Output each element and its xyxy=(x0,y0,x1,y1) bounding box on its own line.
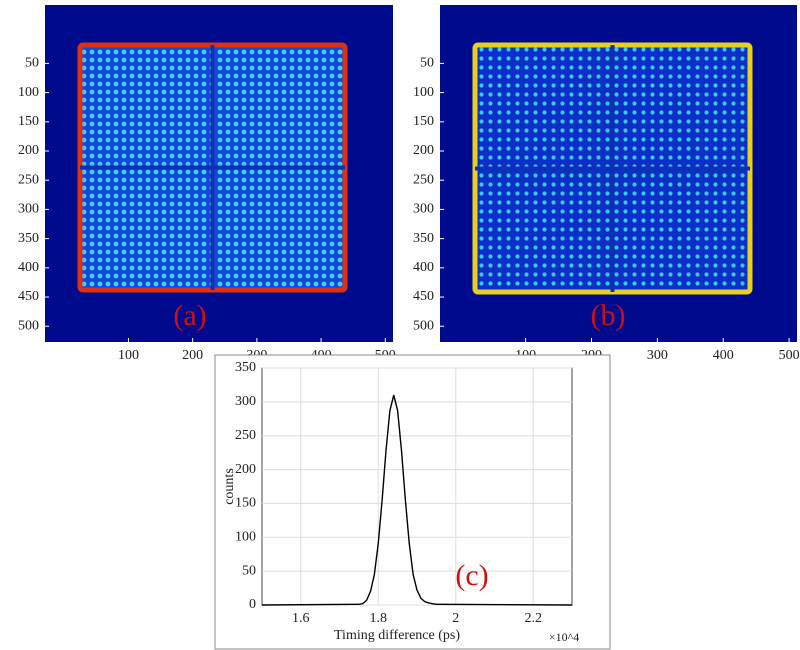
x-tick-label: 400 xyxy=(713,348,734,363)
y-tick-label: 300 xyxy=(235,394,256,409)
y-tick-label: 200 xyxy=(413,143,434,158)
y-tick-label: 100 xyxy=(18,85,39,100)
y-tick-label: 50 xyxy=(420,56,434,71)
y-tick-label: 350 xyxy=(413,231,434,246)
panel-label: (a) xyxy=(173,299,206,332)
y-tick-label: 300 xyxy=(413,202,434,217)
x-tick-label: 500 xyxy=(779,348,800,363)
y-tick-label: 350 xyxy=(18,231,39,246)
x-tick-label: 2.2 xyxy=(525,611,543,626)
panel-label: (c) xyxy=(455,559,488,592)
y-tick-label: 50 xyxy=(242,563,256,578)
y-tick-label: 300 xyxy=(18,202,39,217)
y-axis-label: counts xyxy=(222,468,237,505)
y-tick-label: 50 xyxy=(25,56,39,71)
x-tick-label: 300 xyxy=(647,348,668,363)
y-tick-label: 400 xyxy=(413,260,434,275)
y-tick-label: 250 xyxy=(235,428,256,443)
y-tick-label: 100 xyxy=(413,85,434,100)
x-tick-label: 1.8 xyxy=(370,611,388,626)
x-tick-label: 1.6 xyxy=(292,611,310,626)
x-multiplier: ×10^4 xyxy=(549,630,579,644)
x-tick-label: 200 xyxy=(182,348,203,363)
y-tick-label: 500 xyxy=(18,318,39,333)
plot-area xyxy=(261,367,573,606)
y-tick-label: 500 xyxy=(413,318,434,333)
x-axis-label: Timing difference (ps) xyxy=(334,628,460,643)
y-tick-label: 400 xyxy=(18,260,39,275)
y-tick-label: 450 xyxy=(413,289,434,304)
y-tick-label: 0 xyxy=(249,597,256,612)
y-tick-label: 150 xyxy=(18,114,39,129)
y-tick-label: 150 xyxy=(413,114,434,129)
y-tick-label: 250 xyxy=(413,172,434,187)
x-tick-label: 100 xyxy=(118,348,139,363)
y-tick-label: 450 xyxy=(18,289,39,304)
y-tick-label: 150 xyxy=(235,496,256,511)
panel-label: (b) xyxy=(591,299,626,332)
y-tick-label: 100 xyxy=(235,530,256,545)
y-tick-label: 250 xyxy=(18,172,39,187)
y-tick-label: 200 xyxy=(18,143,39,158)
histogram-line xyxy=(261,394,573,606)
y-tick-label: 350 xyxy=(235,360,256,375)
y-tick-label: 200 xyxy=(235,462,256,477)
x-tick-label: 2 xyxy=(452,611,459,626)
